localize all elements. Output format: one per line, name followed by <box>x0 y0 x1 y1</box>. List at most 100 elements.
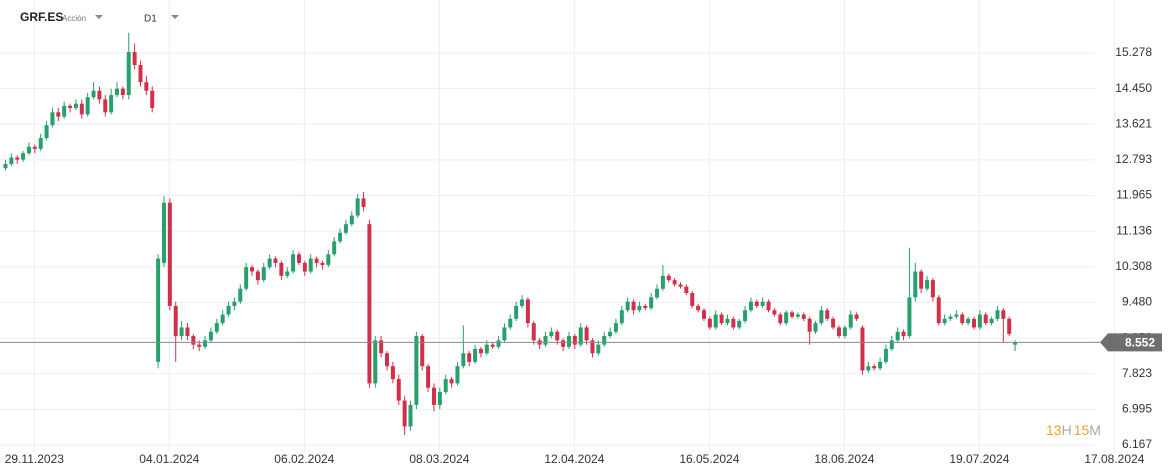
x-tick-label: 18.06.2024 <box>814 452 874 466</box>
x-tick-label: 16.05.2024 <box>679 452 739 466</box>
candle-body <box>619 310 624 324</box>
candle-body <box>396 379 401 401</box>
candle-body <box>167 202 172 306</box>
candle-body <box>285 271 290 276</box>
candle-body <box>390 366 395 380</box>
last-price-label: 8.552 <box>1125 336 1155 350</box>
candle-body <box>566 336 571 347</box>
y-tick-label: 9.480 <box>1122 295 1152 309</box>
candle-body <box>596 344 601 354</box>
candle-body <box>3 163 8 169</box>
candle-body <box>731 318 736 328</box>
candle-body <box>426 366 431 388</box>
symbol-dropdown-caret[interactable] <box>95 15 103 19</box>
candle-body <box>420 336 425 367</box>
candle-body <box>813 323 818 332</box>
candle-body <box>179 327 184 337</box>
candle-layer <box>3 32 1018 436</box>
candle-body <box>549 331 554 337</box>
candle-body <box>197 344 202 347</box>
candle-body <box>754 301 759 306</box>
candle-body <box>678 284 683 287</box>
candle-body <box>983 314 988 324</box>
candle-body <box>895 331 900 341</box>
candle-body <box>26 146 31 154</box>
x-tick-label: 17.08.2024 <box>1084 452 1144 466</box>
x-tick-label: 19.07.2024 <box>949 452 1009 466</box>
candle-body <box>68 105 73 109</box>
candle-body <box>9 157 14 164</box>
x-tick-label: 29.11.2023 <box>5 452 64 466</box>
candle-body <box>496 340 501 347</box>
countdown-minutes-unit: M <box>1089 422 1101 438</box>
candle-body <box>889 340 894 349</box>
candle-body <box>772 310 777 315</box>
candle-body <box>109 95 114 113</box>
candle-body <box>778 314 783 324</box>
y-tick-label: 6.995 <box>1122 402 1152 416</box>
candle-body <box>508 318 513 328</box>
candle-body <box>279 262 284 276</box>
candle-body <box>584 327 589 341</box>
y-tick-label: 11.965 <box>1116 188 1152 202</box>
y-tick-label: 12.793 <box>1115 152 1152 166</box>
candle-body <box>748 301 753 311</box>
candle-body <box>232 301 237 306</box>
candle-body <box>296 254 301 263</box>
candle-body <box>936 297 941 324</box>
candle-body <box>514 305 519 319</box>
instrument-kind[interactable]: Acción <box>62 14 86 23</box>
candle-body <box>103 99 108 113</box>
candle-body <box>719 314 724 324</box>
candle-body <box>443 379 448 392</box>
candle-body <box>725 318 730 324</box>
candle-body <box>332 241 337 255</box>
candle-body <box>267 258 272 268</box>
candle-body <box>161 202 166 263</box>
candle-body <box>543 336 548 345</box>
candle-body <box>831 318 836 328</box>
candle-body <box>701 310 706 319</box>
candle-body <box>156 258 161 362</box>
candle-body <box>408 404 413 427</box>
candle-body <box>120 88 125 96</box>
timeframe[interactable]: D1 <box>144 14 157 25</box>
candle-body <box>461 353 466 367</box>
candle-body <box>525 299 530 324</box>
candle-body <box>737 320 742 328</box>
candle-body <box>367 224 372 384</box>
candle-body <box>308 258 313 272</box>
candle-body <box>819 310 824 324</box>
candle-body <box>385 353 390 367</box>
candle-body <box>414 336 419 405</box>
candle-body <box>860 327 865 371</box>
candle-body <box>1007 318 1012 334</box>
candle-body <box>437 391 442 405</box>
candle-body <box>226 305 231 315</box>
candle-body <box>91 90 96 98</box>
candle-body <box>373 340 378 384</box>
timeframe-dropdown-caret[interactable] <box>171 15 179 19</box>
symbol[interactable]: GRF.ES <box>20 10 63 24</box>
candle-body <box>244 267 249 289</box>
candle-body <box>32 146 37 149</box>
candle-body <box>948 316 953 319</box>
candle-body <box>343 224 348 233</box>
candle-body <box>925 280 930 289</box>
candle-body <box>631 301 636 311</box>
candle-body <box>97 90 102 100</box>
candle-body <box>220 314 225 324</box>
candle-body <box>801 314 806 319</box>
candle-body <box>707 318 712 328</box>
countdown-hours: 13 <box>1046 422 1062 438</box>
candle-body <box>255 271 260 281</box>
candle-body <box>238 288 243 302</box>
candle-body <box>872 366 877 369</box>
overlay-layer: 8.552 <box>0 333 1162 352</box>
candle-body <box>578 327 583 345</box>
y-tick-label: 14.450 <box>1115 81 1152 95</box>
y-tick-label: 6.167 <box>1122 437 1152 451</box>
candle-body <box>1013 342 1018 345</box>
candle-body <box>625 301 630 311</box>
